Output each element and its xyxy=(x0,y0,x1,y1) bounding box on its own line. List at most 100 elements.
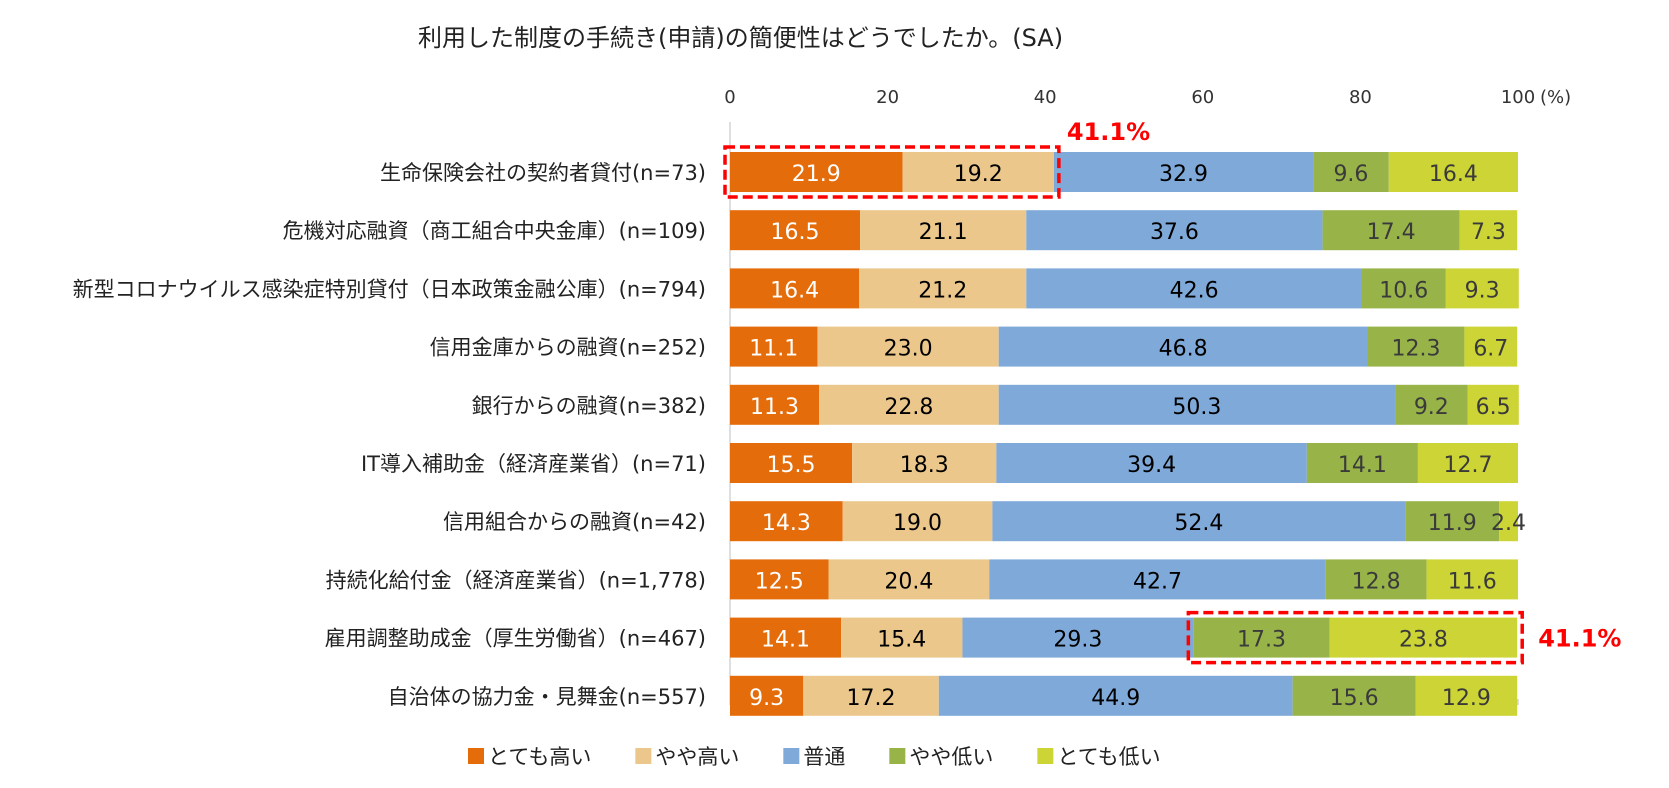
bar-segment xyxy=(1193,617,1330,658)
data-label: 14.3 xyxy=(762,511,811,536)
highlight-box xyxy=(723,145,1061,199)
data-label: 29.3 xyxy=(1053,628,1102,653)
legend-swatch xyxy=(468,748,484,764)
data-label: 9.6 xyxy=(1333,162,1368,187)
data-label: 12.8 xyxy=(1352,569,1401,594)
bar-segment xyxy=(938,675,1293,716)
bar-segment xyxy=(1464,326,1518,367)
chart-title: 利用した制度の手続き(申請)の簡便性はどうでしたか。(SA) xyxy=(418,24,1064,52)
data-label: 42.7 xyxy=(1133,569,1182,594)
annotation-label: 41.1% xyxy=(1538,625,1621,653)
legend-label: 普通 xyxy=(803,745,845,769)
data-label: 15.5 xyxy=(767,453,816,478)
bar-segment xyxy=(1445,268,1519,309)
data-label: 12.5 xyxy=(755,569,804,594)
data-label: 12.7 xyxy=(1443,453,1492,478)
legend-swatch xyxy=(889,748,906,764)
data-label: 15.4 xyxy=(877,628,926,653)
bar-segment xyxy=(859,268,1027,309)
bar-segment xyxy=(998,384,1396,425)
legend-swatch xyxy=(1037,748,1054,764)
data-label: 16.4 xyxy=(770,278,819,303)
data-label: 44.9 xyxy=(1091,686,1140,711)
category-label: 雇用調整助成金（厚生労働省）(n=467) xyxy=(325,627,706,651)
category-label: 新型コロナウイルス感染症特別貸付（日本政策金融公庫）(n=794) xyxy=(73,277,706,301)
x-tick-label: 100 xyxy=(1501,87,1535,108)
bar-segment xyxy=(902,152,1054,192)
bar-segment xyxy=(828,559,990,600)
category-label: 信用金庫からの融資(n=252) xyxy=(430,336,706,360)
legend-swatch xyxy=(635,748,652,764)
data-label: 18.3 xyxy=(900,453,949,478)
data-label: 11.1 xyxy=(749,337,798,362)
bar-segment xyxy=(730,210,861,251)
bar-segment xyxy=(1415,675,1518,716)
data-label: 17.3 xyxy=(1237,628,1286,653)
data-label: 17.4 xyxy=(1367,220,1416,245)
bar-segment xyxy=(730,268,860,309)
legend-swatch xyxy=(783,748,800,764)
bar-segment xyxy=(1467,384,1519,425)
legend-label: やや高い xyxy=(655,745,739,769)
bar-segment xyxy=(1459,210,1518,251)
data-label: 37.6 xyxy=(1150,220,1199,245)
data-label: 19.0 xyxy=(893,511,942,536)
bar-segment xyxy=(1053,152,1314,192)
data-label: 42.6 xyxy=(1170,278,1219,303)
x-tick-label: 60 xyxy=(1191,87,1214,108)
bar-segment xyxy=(1322,210,1460,251)
bar-segment xyxy=(998,326,1368,367)
bar-segment xyxy=(1405,501,1500,542)
x-tick-label: 40 xyxy=(1034,87,1057,108)
bar-segment xyxy=(1499,501,1518,542)
data-label: 17.2 xyxy=(847,686,896,711)
bar-segment xyxy=(852,443,997,483)
category-label: 生命保険会社の契約者貸付(n=73) xyxy=(380,161,706,185)
bar-segment xyxy=(1325,559,1427,600)
bar-segment xyxy=(817,326,999,367)
bar-segment xyxy=(842,501,993,542)
data-label: 14.1 xyxy=(761,628,810,653)
data-label: 2.4 xyxy=(1491,511,1526,536)
legend-label: やや低い xyxy=(909,745,993,769)
data-label: 52.4 xyxy=(1174,511,1223,536)
x-unit-label: (%) xyxy=(1540,87,1571,108)
data-label: 22.8 xyxy=(884,395,933,420)
data-label: 6.5 xyxy=(1476,395,1511,420)
annotation-label: 41.1% xyxy=(1067,118,1150,146)
bar-segment xyxy=(1026,210,1323,251)
bar-segment xyxy=(962,617,1194,658)
bar-segment xyxy=(860,210,1027,251)
data-label: 11.3 xyxy=(750,395,799,420)
bar-segment xyxy=(996,443,1307,483)
data-label: 6.7 xyxy=(1473,337,1508,362)
bar-segment xyxy=(730,152,903,192)
category-label: 自治体の協力金・見舞金(n=557) xyxy=(388,685,706,709)
bar-segment xyxy=(1026,268,1362,309)
bar-segment xyxy=(730,443,853,483)
highlight-box xyxy=(1186,610,1524,665)
bar-segment xyxy=(730,326,818,367)
data-label: 50.3 xyxy=(1172,395,1221,420)
bar-segment xyxy=(803,675,939,716)
data-label: 11.9 xyxy=(1428,511,1477,536)
data-label: 12.3 xyxy=(1391,337,1440,362)
bar-segment xyxy=(730,384,820,425)
bar-segment xyxy=(1367,326,1465,367)
data-label: 39.4 xyxy=(1127,453,1176,478)
data-label: 23.0 xyxy=(884,337,933,362)
data-label: 21.2 xyxy=(918,278,967,303)
data-label: 46.8 xyxy=(1159,337,1208,362)
category-label: 持続化給付金（経済産業省）(n=1,778) xyxy=(326,568,706,592)
x-tick-label: 20 xyxy=(876,87,899,108)
data-label: 16.5 xyxy=(771,220,820,245)
data-label: 7.3 xyxy=(1471,220,1506,245)
legend-label: とても高い xyxy=(488,745,591,769)
data-label: 21.9 xyxy=(792,162,841,187)
bar-segment xyxy=(1426,559,1518,600)
bar-segment xyxy=(1361,268,1446,309)
x-tick-label: 80 xyxy=(1349,87,1372,108)
data-label: 20.4 xyxy=(884,569,933,594)
data-label: 23.8 xyxy=(1399,628,1448,653)
